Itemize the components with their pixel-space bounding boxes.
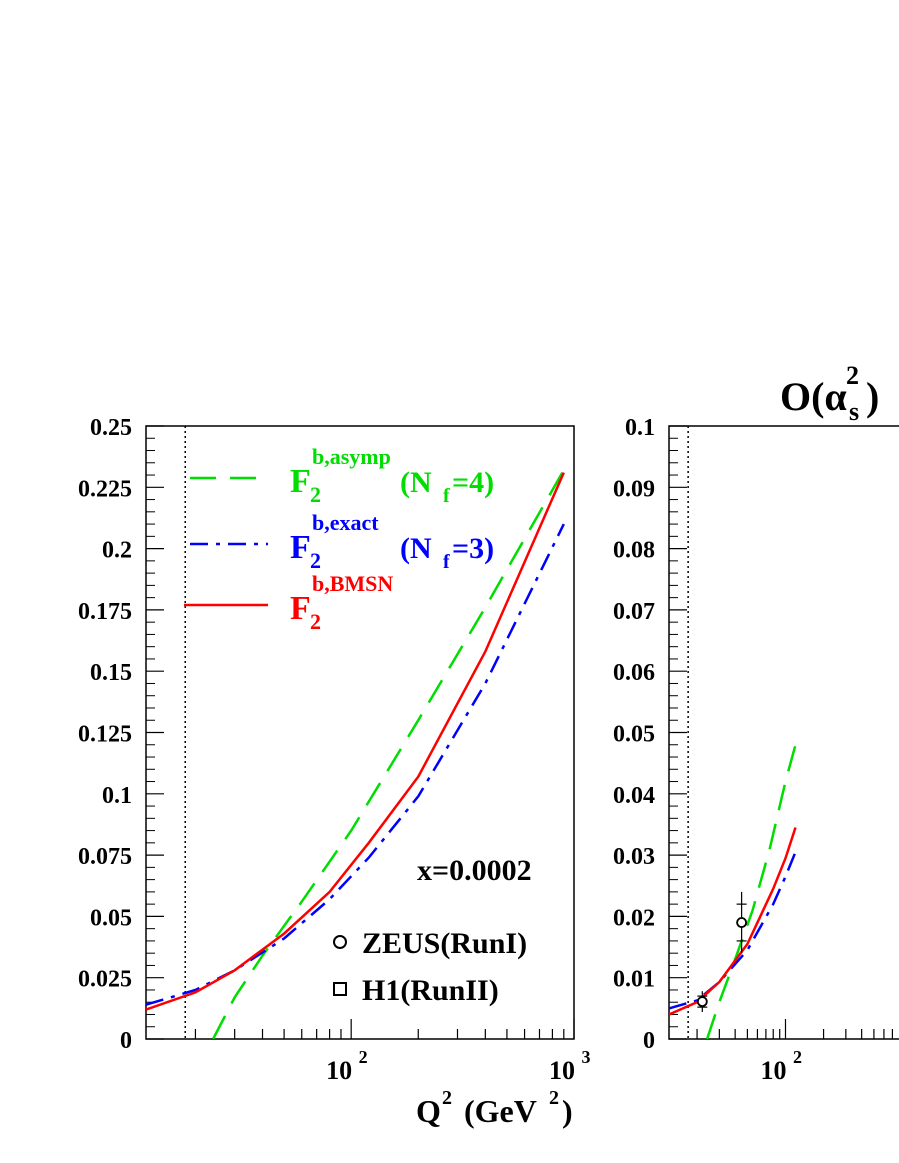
- x-axis-label: Q: [416, 1093, 441, 1129]
- series-line-bmsn: [146, 472, 565, 1011]
- legend-label-tail-sub: f: [443, 485, 450, 507]
- data-point-zeus: [696, 996, 708, 1008]
- panel-right: 0 0.01 0.02 0.03 0.04 0.05 0.06 0.07 0.08 0.09 0.1…: [613, 361, 899, 1085]
- data-legend-marker-square: [333, 982, 347, 996]
- legend-label-tail-end: =3): [452, 532, 494, 565]
- x-axis-label-sup: 2: [442, 1087, 452, 1109]
- y-tick-label: 0.225: [78, 476, 132, 502]
- y-tick-label: 0.125: [78, 722, 132, 748]
- data-legend-marker-circle: [333, 935, 347, 949]
- y-tick-label: 0.08: [613, 538, 655, 564]
- legend-label-sup: b,asymp: [312, 444, 391, 469]
- x-tick-exponent: 3: [582, 1047, 591, 1067]
- legend-label-sub: 2: [310, 609, 321, 634]
- x-axis-unit: (GeV: [464, 1093, 537, 1129]
- legend-label-tail-sub: f: [443, 551, 450, 573]
- y-tick-label: 0.075: [78, 844, 132, 870]
- curves: [146, 469, 565, 1039]
- x-axis-unit-sup: 2: [549, 1087, 559, 1109]
- x-tick-label: 10: [326, 1056, 352, 1085]
- y-tick-label: 0.05: [613, 722, 655, 748]
- x-tick-exponent: 2: [793, 1047, 802, 1067]
- legend-label-exact: F: [290, 529, 311, 566]
- y-tick-label: 0.04: [613, 783, 655, 809]
- legend-label-tail-end: =4): [452, 466, 494, 499]
- x-tick-label: 10: [549, 1056, 575, 1085]
- y-tick-label: 0.07: [613, 599, 655, 625]
- y-tick-label: 0.025: [78, 967, 132, 993]
- y-tick-label: 0.25: [90, 415, 132, 441]
- legend-label-sup: b,exact: [312, 510, 379, 535]
- legend-label-tail: (N: [400, 532, 432, 565]
- x-tick-label: 10: [760, 1056, 786, 1085]
- y-tick-label: 0.01: [613, 967, 655, 993]
- legend-label-sup: b,BMSN: [312, 571, 393, 596]
- y-tick-label: 0.15: [90, 660, 132, 686]
- y-tick-label: 0.02: [613, 905, 655, 931]
- y-tick-label: 0.1: [625, 415, 655, 441]
- x-axis-unit-close: ): [562, 1093, 573, 1129]
- legend-label-sub: 2: [310, 482, 321, 507]
- y-tick-label: 0: [120, 1028, 132, 1054]
- y-tick-label: 0: [643, 1028, 655, 1054]
- panel-title-end: ): [866, 374, 879, 419]
- panel-title-sup: 2: [846, 361, 859, 390]
- x-value-annotation: x=0.0002: [417, 854, 532, 887]
- x-tick-exponent: 2: [359, 1047, 368, 1067]
- legend-label-bmsn: F: [290, 590, 311, 627]
- y-tick-label: 0.05: [90, 905, 132, 931]
- data-legend-label: H1(RunII): [362, 974, 499, 1007]
- legend-label-asymp: F: [290, 463, 311, 500]
- legend-label-sub: 2: [310, 548, 321, 573]
- y-tick-label: 0.09: [613, 476, 655, 502]
- data-point-zeus: [736, 917, 748, 928]
- y-tick-label: 0.03: [613, 844, 655, 870]
- data-legend-label: ZEUS(RunI): [362, 927, 527, 960]
- series-line-exact: [146, 523, 565, 1006]
- series-line-exact: [669, 851, 797, 1010]
- y-tick-label: 0.06: [613, 660, 655, 686]
- panel-title-sub: s: [849, 397, 859, 426]
- series-line-asymp: [211, 469, 565, 1039]
- panel-title: O(α: [780, 374, 847, 419]
- series-line-asymp: [705, 744, 797, 1039]
- plot-frame: [668, 425, 899, 1040]
- panel-left: 0 0.025 0.05 0.075 0.1 0.125 0.15 0.175 0.2 0.225…: [78, 415, 591, 1129]
- legend-label-tail: (N: [400, 466, 432, 499]
- y-tick-label: 0.2: [102, 538, 132, 564]
- y-tick-label: 0.1: [102, 783, 132, 809]
- y-tick-label: 0.175: [78, 599, 132, 625]
